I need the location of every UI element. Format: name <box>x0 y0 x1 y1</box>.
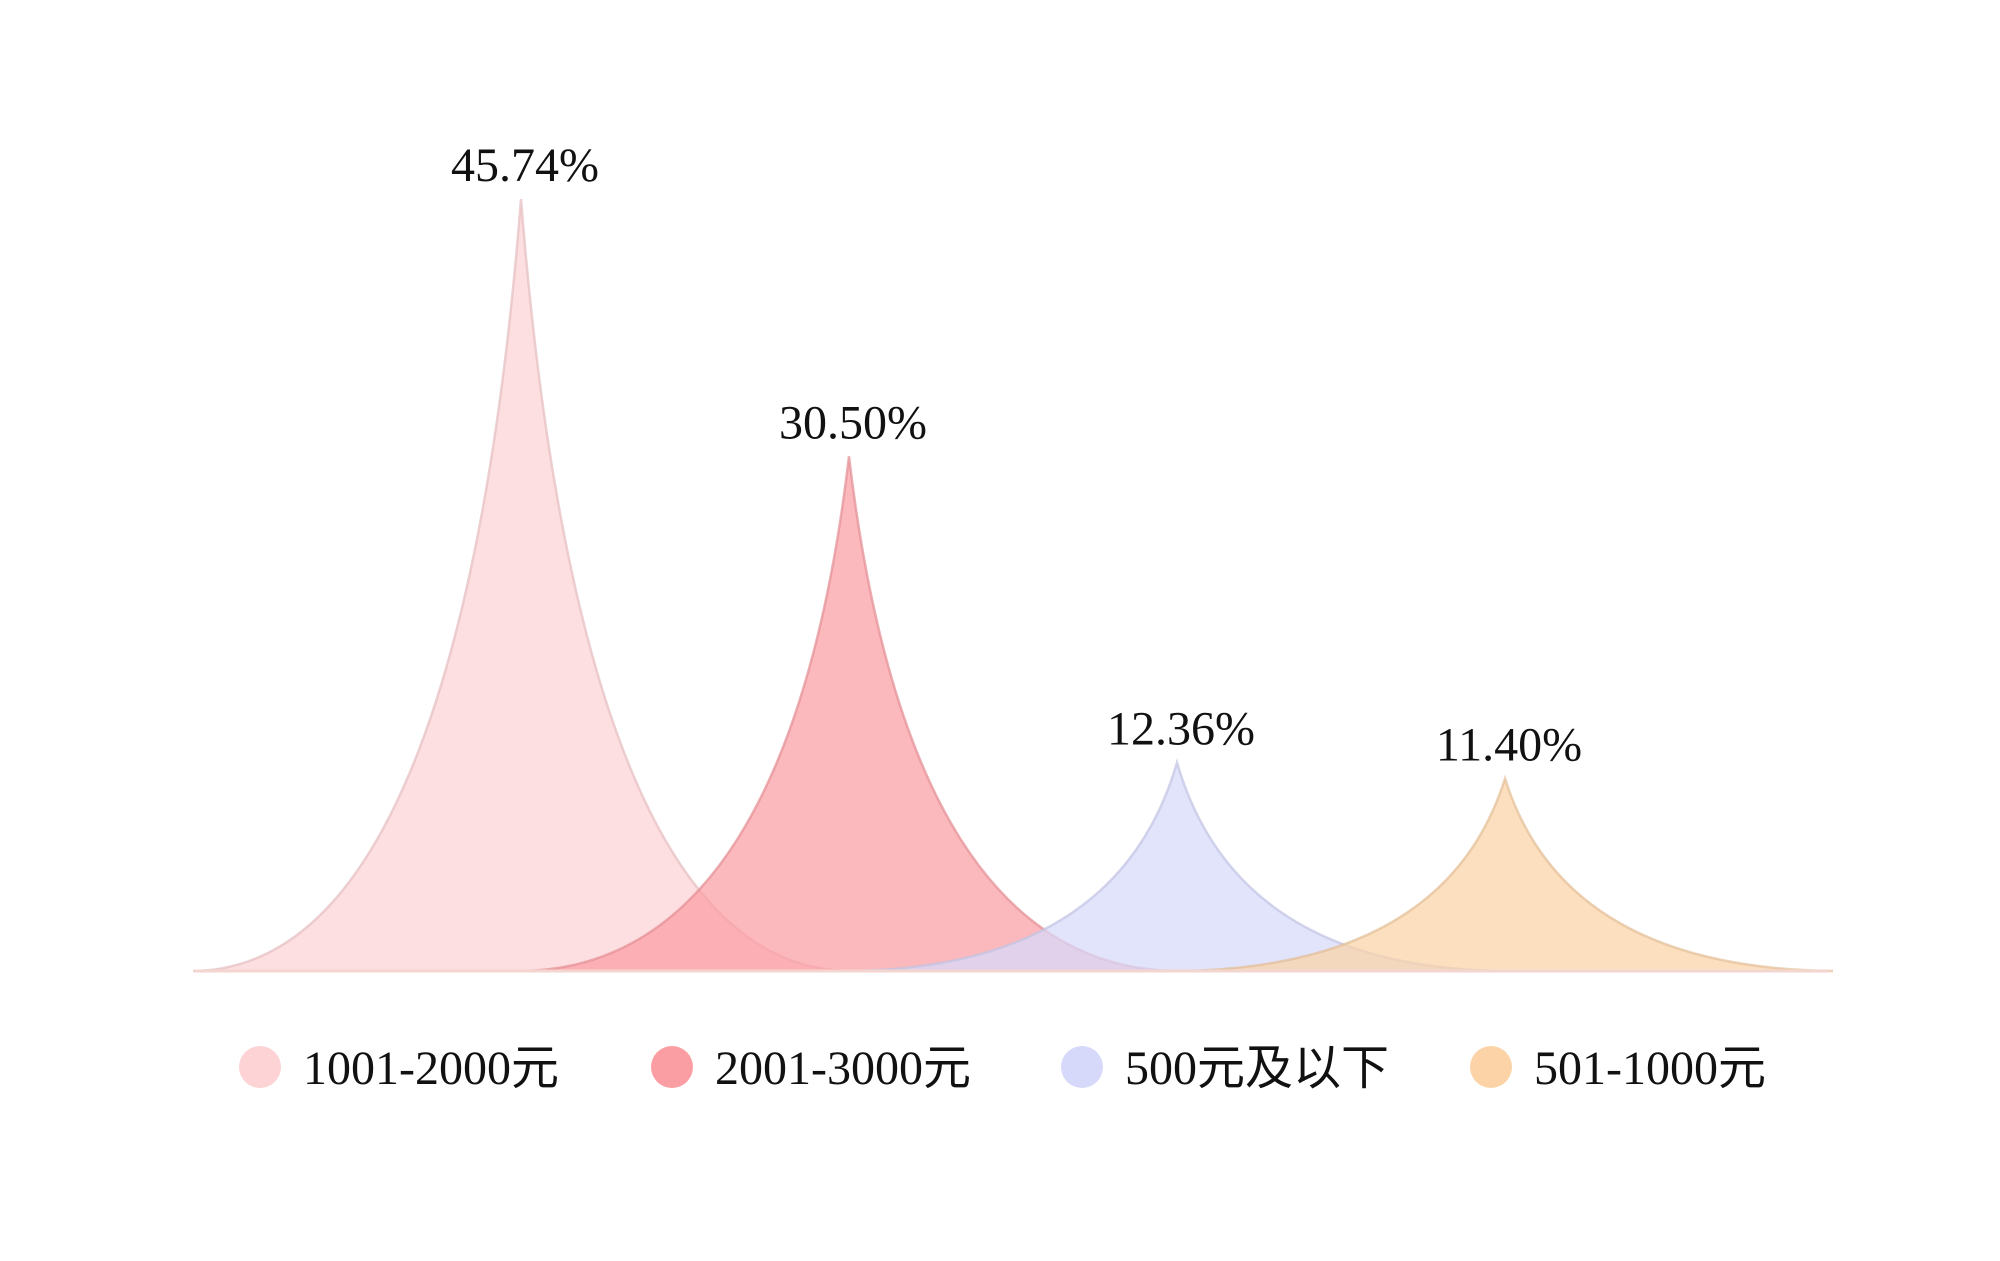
peak-series-group <box>192 199 1834 973</box>
legend-swatch-3 <box>1061 1046 1103 1088</box>
legend-swatch-1 <box>239 1046 281 1088</box>
peak-2 <box>520 456 1178 973</box>
value-label-group: 45.74% 30.50% 12.36% 11.40% <box>451 139 1582 772</box>
legend-label-2: 2001-3000元 <box>715 1042 971 1095</box>
peak-4 <box>1176 774 1834 973</box>
value-label-3: 12.36% <box>1107 702 1255 755</box>
legend-swatch-2 <box>651 1046 693 1088</box>
value-label-4: 11.40% <box>1436 719 1582 772</box>
legend-label-4: 501-1000元 <box>1534 1042 1766 1095</box>
value-label-2: 30.50% <box>779 396 927 449</box>
legend-label-1: 1001-2000元 <box>303 1042 559 1095</box>
value-label-1: 45.74% <box>451 139 599 192</box>
legend-swatch-4 <box>1470 1046 1512 1088</box>
legend-label-3: 500元及以下 <box>1125 1042 1389 1095</box>
legend: 1001-2000元 2001-3000元 500元及以下 501-1000元 <box>239 1042 1766 1095</box>
